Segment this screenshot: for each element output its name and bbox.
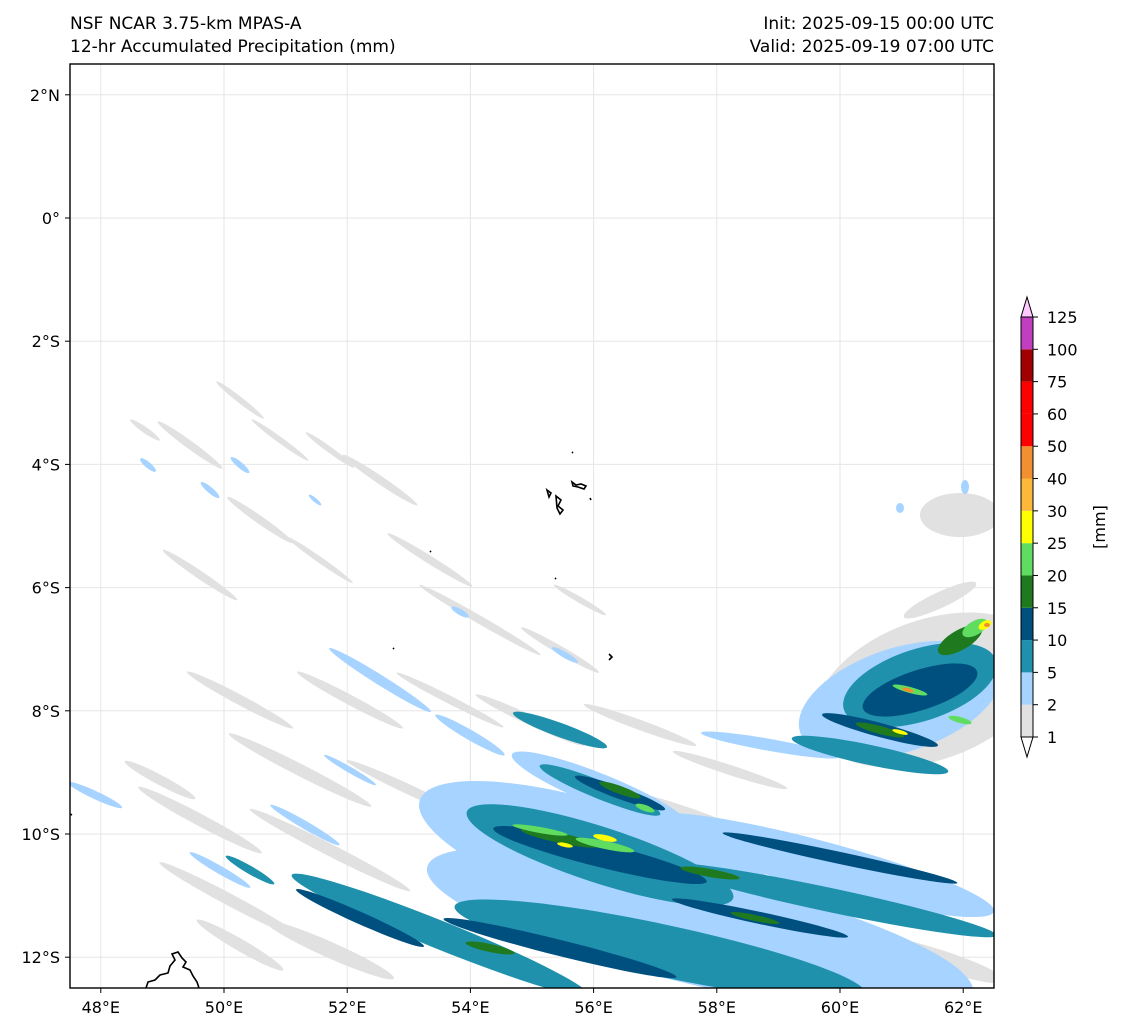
map-panel: 48°E 50°E 52°E 54°E 56°E 58°E 60°E 62°E 2°N0°2°… <box>21 63 995 1017</box>
lat-tick-label: 2°N <box>30 86 60 105</box>
colorbar-swatch <box>1021 704 1033 737</box>
colorbar-swatch <box>1021 413 1033 447</box>
lon-tick-label: 52°E <box>328 998 366 1017</box>
longitude-ticks: 48°E 50°E 52°E 54°E 56°E 58°E 60°E 62°E <box>82 988 982 1017</box>
colorbar-tick-label: 100 <box>1047 340 1078 359</box>
colorbar-tick-label: 50 <box>1047 437 1067 456</box>
colorbar-swatch <box>1021 349 1033 382</box>
colorbar-swatch <box>1021 543 1033 576</box>
lon-tick-label: 62°E <box>944 998 982 1017</box>
model-title: NSF NCAR 3.75-km MPAS-A <box>70 14 302 34</box>
colorbar-tick-label: 75 <box>1047 373 1067 392</box>
lon-tick-label: 48°E <box>82 998 120 1017</box>
colorbar-swatch <box>1021 672 1033 705</box>
colorbar-tick-label: 2 <box>1047 696 1057 715</box>
lon-tick-label: 56°E <box>574 998 612 1017</box>
lat-tick-label: 0° <box>42 209 60 228</box>
colorbar-frame <box>1020 316 1034 738</box>
lon-tick-label: 58°E <box>698 998 736 1017</box>
precip-25mm-plus-peaks <box>557 620 992 848</box>
lat-tick-label: 10°S <box>21 825 60 844</box>
lat-tick-label: 4°S <box>32 455 60 474</box>
colorbar-tick-label: 125 <box>1047 308 1078 327</box>
colorbar-swatch <box>1021 446 1033 479</box>
lat-tick-label: 8°S <box>32 702 60 721</box>
init-time: Init: 2025-09-15 00:00 UTC <box>763 14 994 34</box>
colorbar-tick-label: 40 <box>1047 470 1067 489</box>
seychelles-islands <box>545 480 592 516</box>
precip-10mm-streaks <box>296 663 978 979</box>
colorbar-swatch <box>1021 640 1033 673</box>
colorbar-swatch <box>1021 478 1033 511</box>
latitude-ticks: 2°N 0° 2°S 4°S 6°S 8°S 10°S 12°S <box>21 86 70 967</box>
lon-tick-label: 54°E <box>451 998 489 1017</box>
field-title: 12-hr Accumulated Precipitation (mm) <box>70 37 396 57</box>
colorbar-tick-label: 15 <box>1047 599 1067 618</box>
colorbar-swatch <box>1021 317 1033 350</box>
map-frame <box>69 63 995 989</box>
lat-tick-label: 6°S <box>32 579 60 598</box>
colorbar-tick-label: 25 <box>1047 534 1067 553</box>
lon-tick-label: 50°E <box>205 998 243 1017</box>
valid-time: Valid: 2025-09-19 07:00 UTC <box>750 37 994 57</box>
lat-tick-label: 12°S <box>21 948 60 967</box>
colorbar-unit-label: [mm] <box>1090 505 1109 549</box>
lon-tick-label: 60°E <box>821 998 859 1017</box>
precipitation-field <box>70 381 994 988</box>
coastlines <box>70 451 614 988</box>
colorbar-swatch <box>1021 381 1033 414</box>
colorbar-tick-label: 10 <box>1047 631 1067 650</box>
colorbar-extend-min <box>1020 736 1034 759</box>
madagascar-coastline <box>145 951 200 988</box>
colorbar-tick-label: 20 <box>1047 566 1067 585</box>
colorbar-tick-label: 30 <box>1047 502 1067 521</box>
colorbar-tick-label: 1 <box>1047 728 1057 747</box>
colorbar-tick-label: 60 <box>1047 405 1067 424</box>
colorbar-extend-max <box>1020 295 1034 318</box>
colorbar-tick-label: 5 <box>1047 663 1057 682</box>
colorbar-swatch <box>1021 510 1033 544</box>
colorbar-swatch <box>1021 575 1033 608</box>
precip-15-20mm-cores <box>465 618 988 955</box>
small-islets <box>70 451 614 816</box>
lat-tick-label: 2°S <box>32 332 60 351</box>
colorbar-swatch <box>1021 607 1033 641</box>
